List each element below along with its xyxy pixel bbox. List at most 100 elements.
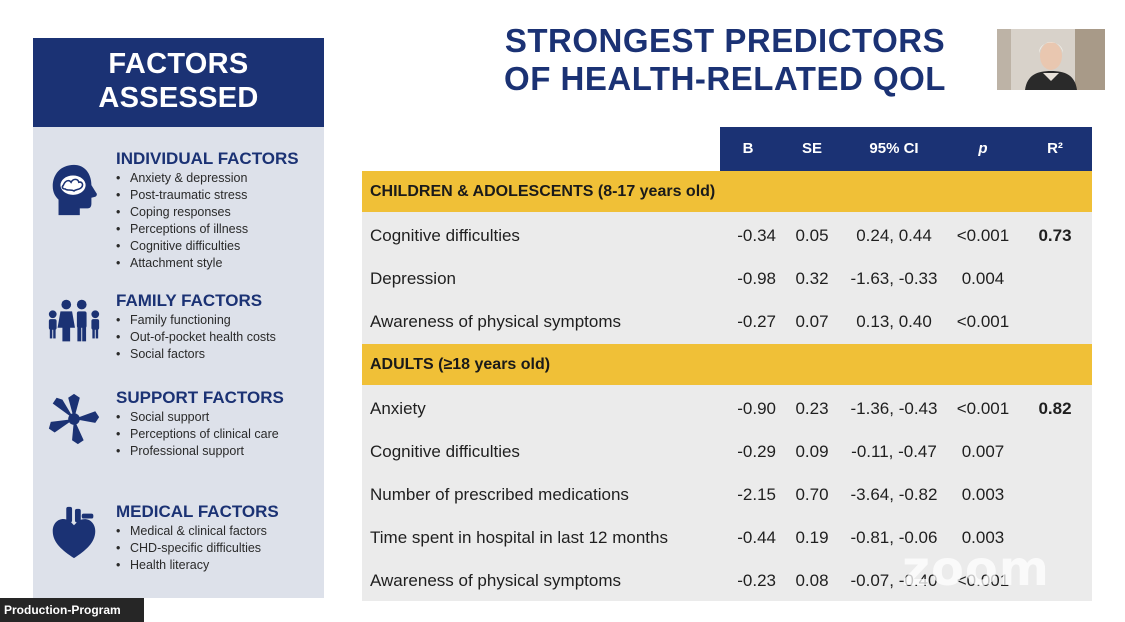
group-label: CHILDREN & ADOLESCENTS (8-17 years old)	[370, 183, 716, 200]
table-row: Depression -0.98 0.32 -1.63, -0.33 0.004	[362, 257, 1092, 300]
cell-r2: 0.82	[1038, 399, 1072, 418]
list-item: Family functioning	[116, 312, 276, 329]
speaker-avatar	[997, 29, 1105, 90]
cell-se: 0.08	[795, 571, 829, 590]
group-row-adults: ADULTS (≥18 years old)	[362, 344, 1092, 385]
list-item: Coping responses	[116, 204, 248, 221]
table-row: Time spent in hospital in last 12 months…	[362, 516, 1092, 559]
cell-se: 0.19	[795, 528, 829, 547]
cell-ci: -0.07, -0.40	[850, 571, 938, 590]
medical-factors-list: Medical & clinical factors CHD-specific …	[116, 523, 267, 574]
column-header-r2: R²	[1047, 140, 1063, 157]
list-item: Out-of-pocket health costs	[116, 329, 276, 346]
cell-r2: 0.73	[1038, 226, 1072, 245]
cell-b: -2.15	[737, 485, 776, 504]
table-row: Awareness of physical symptoms -0.23 0.0…	[362, 559, 1092, 602]
cell-se: 0.09	[795, 442, 829, 461]
cell-r2	[1030, 257, 1080, 300]
cell-p: <0.001	[956, 399, 1010, 418]
factors-panel: FACTORS ASSESSED INDIVIDUAL FACTORS Anxi…	[33, 38, 324, 598]
cell-p: <0.001	[956, 312, 1010, 331]
cell-variable: Awareness of physical symptoms	[370, 571, 622, 590]
cell-variable: Anxiety	[370, 399, 426, 418]
cell-se: 0.32	[795, 269, 829, 288]
table-row: Awareness of physical symptoms -0.27 0.0…	[362, 300, 1092, 343]
column-header-ci: 95% CI	[869, 140, 919, 157]
heart-icon	[52, 506, 96, 559]
cell-b: -0.90	[737, 399, 776, 418]
predictors-table: B SE 95% CI p R² CHILDREN & ADOLESCENTS …	[362, 127, 1092, 601]
cell-se: 0.05	[795, 226, 829, 245]
list-item: Health literacy	[116, 557, 267, 574]
cell-variable: Number of prescribed medications	[370, 485, 629, 504]
cell-se: 0.23	[795, 399, 829, 418]
cell-ci: -1.36, -0.43	[850, 399, 938, 418]
cell-b: -0.29	[737, 442, 776, 461]
cell-r2	[1030, 430, 1080, 473]
cell-b: -0.98	[737, 269, 776, 288]
table-row: Cognitive difficulties -0.34 0.05 0.24, …	[362, 214, 1092, 257]
list-item: Cognitive difficulties	[116, 238, 248, 255]
cell-variable: Depression	[370, 269, 456, 288]
cell-b: -0.44	[737, 528, 776, 547]
column-header-p: p	[978, 140, 988, 157]
speaker-video-thumbnail[interactable]	[997, 29, 1105, 90]
individual-factors-list: Anxiety & depression Post-traumatic stre…	[116, 170, 248, 272]
list-item: Perceptions of clinical care	[116, 426, 279, 443]
family-icon	[48, 299, 100, 342]
factors-panel-header: FACTORS ASSESSED	[33, 38, 324, 127]
cell-se: 0.07	[795, 312, 829, 331]
cell-ci: -0.11, -0.47	[851, 442, 937, 461]
slide-title: STRONGEST PREDICTORS OF HEALTH-RELATED Q…	[470, 22, 980, 98]
cell-p: <0.001	[956, 226, 1010, 245]
individual-factors-section: INDIVIDUAL FACTORS Anxiety & depression …	[33, 149, 324, 279]
group-label: ADULTS (≥18 years old)	[370, 356, 551, 373]
list-item: Perceptions of illness	[116, 221, 248, 238]
individual-factors-title: INDIVIDUAL FACTORS	[116, 149, 299, 168]
list-item: CHD-specific difficulties	[116, 540, 267, 557]
medical-factors-title: MEDICAL FACTORS	[116, 502, 279, 521]
factors-header-line2: ASSESSED	[98, 82, 259, 114]
table-row: Number of prescribed medications -2.15 0…	[362, 473, 1092, 516]
table-body	[362, 171, 1092, 601]
table-row: Anxiety -0.90 0.23 -1.36, -0.43 <0.001 0…	[362, 387, 1092, 430]
support-factors-list: Social support Perceptions of clinical c…	[116, 409, 279, 460]
cell-variable: Time spent in hospital in last 12 months	[370, 528, 668, 547]
slide-title-line1: STRONGEST PREDICTORS	[504, 22, 946, 59]
cell-variable: Cognitive difficulties	[370, 442, 520, 461]
cell-b: -0.23	[737, 571, 776, 590]
cell-se: 0.70	[795, 485, 829, 504]
cell-ci: 0.13, 0.40	[856, 312, 932, 331]
slide-title-line2: OF HEALTH-RELATED QOL	[504, 60, 946, 97]
group-row-children: CHILDREN & ADOLESCENTS (8-17 years old)	[362, 171, 1092, 212]
cell-p: 0.003	[961, 528, 1005, 547]
list-item: Anxiety & depression	[116, 170, 248, 187]
list-item: Social factors	[116, 346, 276, 363]
support-factors-title: SUPPORT FACTORS	[116, 388, 284, 407]
cell-p: 0.003	[961, 485, 1005, 504]
column-header-se: SE	[801, 140, 822, 157]
cell-r2	[1030, 473, 1080, 516]
cell-b: -0.34	[737, 226, 776, 245]
family-factors-list: Family functioning Out-of-pocket health …	[116, 312, 276, 363]
factors-header-line1: FACTORS	[108, 48, 249, 80]
participant-name-label: Production-Program	[0, 598, 144, 622]
list-item: Attachment style	[116, 255, 248, 272]
table-header: B SE 95% CI p R²	[720, 127, 1092, 171]
cell-b: -0.27	[737, 312, 776, 331]
family-factors-section: FAMILY FACTORS Family functioning Out-of…	[33, 291, 324, 371]
medical-factors-section: MEDICAL FACTORS Medical & clinical facto…	[33, 502, 324, 582]
list-item: Social support	[116, 409, 279, 426]
list-item: Professional support	[116, 443, 279, 460]
cell-ci: 0.24, 0.44	[856, 226, 932, 245]
cell-p: 0.007	[961, 442, 1005, 461]
cell-ci: -3.64, -0.82	[850, 485, 938, 504]
cell-ci: -0.81, -0.06	[850, 528, 938, 547]
table-row: Cognitive difficulties -0.29 0.09 -0.11,…	[362, 430, 1092, 473]
brain-head-icon	[52, 164, 97, 216]
family-factors-title: FAMILY FACTORS	[116, 291, 263, 310]
cell-r2	[1030, 300, 1080, 343]
column-header-b: B	[742, 140, 754, 157]
list-item: Post-traumatic stress	[116, 187, 248, 204]
support-factors-section: SUPPORT FACTORS Social support Perceptio…	[33, 388, 324, 468]
